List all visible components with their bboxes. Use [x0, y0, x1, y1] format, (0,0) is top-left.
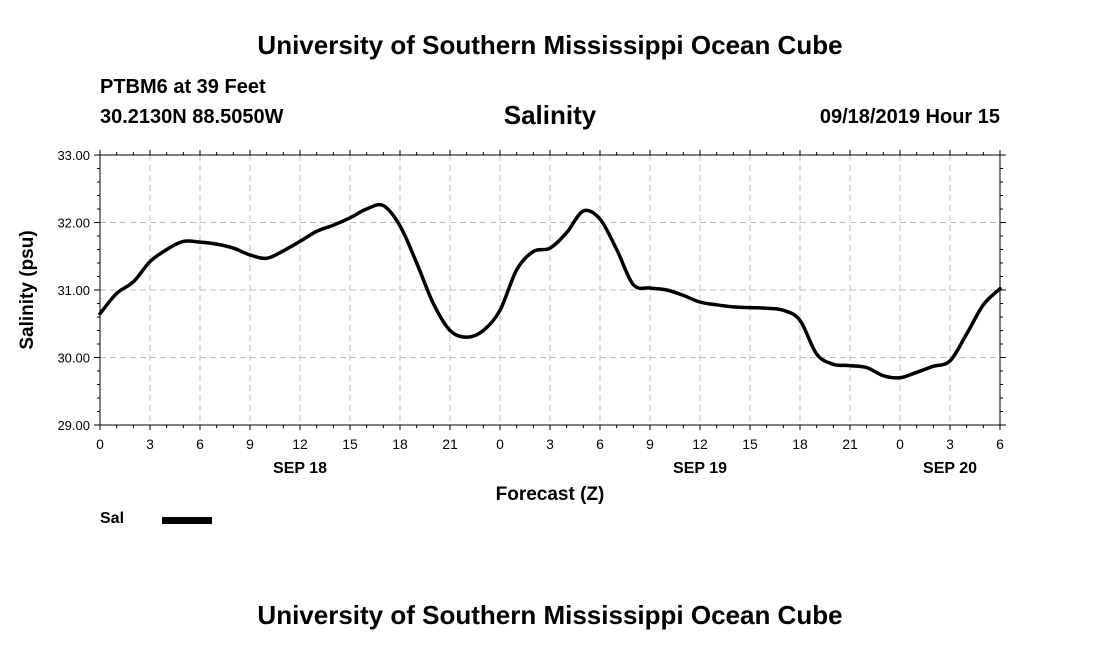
x-tick-label: 0: [496, 436, 504, 452]
x-date-label: SEP 20: [923, 460, 977, 477]
x-tick-label: 9: [646, 436, 654, 452]
x-tick-label: 0: [896, 436, 904, 452]
x-tick-label: 12: [692, 436, 708, 452]
x-tick-label: 12: [292, 436, 308, 452]
x-tick-label: 9: [246, 436, 254, 452]
legend-swatch: [162, 517, 212, 524]
y-tick-label: 33.00: [57, 148, 90, 163]
x-tick-label: 6: [996, 436, 1004, 452]
x-tick-label: 3: [946, 436, 954, 452]
x-tick-label: 21: [442, 436, 458, 452]
x-tick-label: 18: [392, 436, 408, 452]
page-title-top: University of Southern Mississippi Ocean…: [257, 30, 843, 60]
x-tick-label: 3: [546, 436, 554, 452]
timestamp-label: 09/18/2019 Hour 15: [819, 106, 1000, 128]
x-tick-label: 15: [342, 436, 358, 452]
series-line-sal: [98, 202, 1002, 380]
y-tick-label: 29.00: [57, 418, 90, 433]
x-tick-label: 15: [742, 436, 758, 452]
x-axis-title: Forecast (Z): [496, 484, 605, 505]
location-label: 30.2130N 88.5050W: [100, 106, 284, 128]
x-date-label: SEP 18: [273, 460, 327, 477]
x-date-label: SEP 19: [673, 460, 727, 477]
y-axis-title: Salinity (psu): [17, 230, 38, 349]
x-tick-label: 3: [146, 436, 154, 452]
x-tick-label: 6: [596, 436, 604, 452]
x-tick-label: 18: [792, 436, 808, 452]
y-tick-label: 31.00: [57, 283, 90, 298]
y-tick-label: 32.00: [57, 216, 90, 231]
page-title-bottom: University of Southern Mississippi Ocean…: [257, 600, 843, 630]
station-label: PTBM6 at 39 Feet: [100, 76, 266, 98]
legend-label: Sal: [100, 510, 125, 527]
x-tick-label: 0: [96, 436, 104, 452]
y-tick-label: 30.00: [57, 351, 90, 366]
chart-title: Salinity: [503, 100, 597, 130]
x-tick-label: 6: [196, 436, 204, 452]
x-tick-label: 21: [842, 436, 858, 452]
